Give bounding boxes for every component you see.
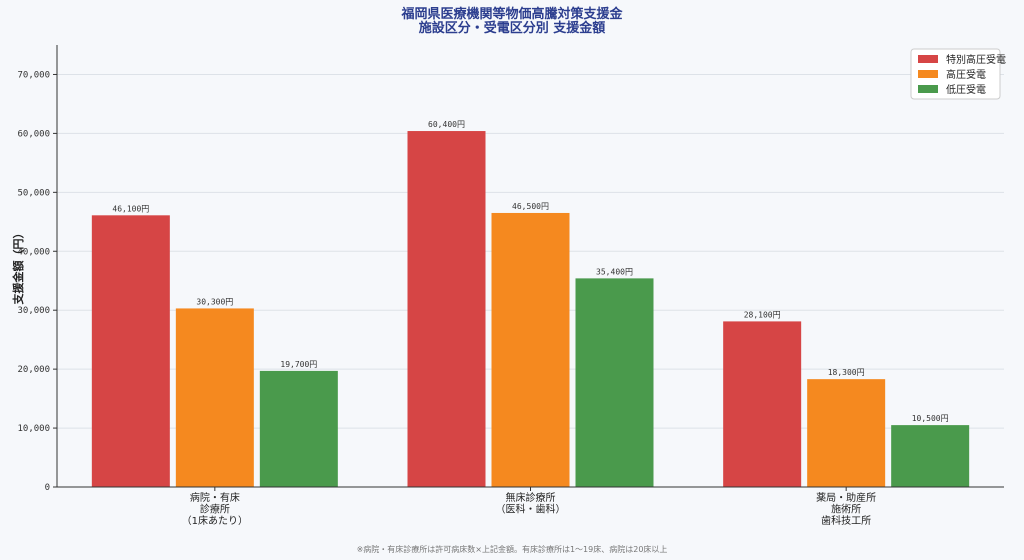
bar-value-label: 19,700円: [280, 360, 317, 369]
bar: [491, 212, 570, 487]
x-tick-label: 歯科技工所: [821, 514, 871, 527]
bar: [891, 425, 970, 487]
y-tick-label: 10,000: [17, 424, 50, 434]
bar-value-label: 28,100円: [744, 310, 781, 319]
bar-value-label: 60,400円: [428, 120, 465, 129]
bar: [407, 131, 486, 487]
x-tick-label: 診療所: [200, 503, 230, 516]
bar: [91, 215, 170, 488]
x-tick-label: （1床あたり）: [182, 514, 248, 527]
y-tick-label: 20,000: [17, 365, 50, 375]
bar-value-label: 30,300円: [196, 297, 233, 306]
x-tick-label: 薬局・助産所: [816, 491, 876, 504]
legend-swatch: [918, 70, 938, 78]
legend-swatch: [918, 85, 938, 93]
bar-value-label: 35,400円: [596, 267, 633, 276]
bar: [175, 308, 254, 487]
bar-value-label: 18,300円: [828, 368, 865, 377]
legend-swatch: [918, 55, 938, 63]
legend-label: 特別高圧受電: [946, 53, 1006, 66]
footnote: ※病院・有床診療所は許可病床数×上記金額。有床診療所は1〜19床、病院は20床以…: [357, 544, 668, 554]
y-axis: 0 10,000 20,000 30,000 40,000 50,000 60,000 70,…: [17, 45, 58, 493]
chart-title-line: 施設区分・受電区分別 支援金額: [419, 20, 606, 36]
y-tick-label: 50,000: [17, 188, 50, 198]
bar: [575, 278, 654, 487]
x-tick-label: 病院・有床: [190, 491, 240, 504]
x-axis: 病院・有床診療所（1床あたり） 無床診療所（医科・歯科） 薬局・助産所施術所歯科技工…: [57, 486, 1004, 527]
y-tick-label: 60,000: [17, 129, 50, 139]
legend-label: 低圧受電: [946, 83, 986, 96]
bars: 46,100円 30,300円 19,700円 60,400円 46,500円 35,40…: [91, 120, 970, 488]
y-axis-label: 支援金額（円）: [11, 228, 25, 306]
chart-title-line: 福岡県医療機関等物価高騰対策支援金: [400, 6, 623, 22]
x-tick-label: （医科・歯科）: [496, 503, 566, 516]
y-tick-label: 0: [45, 483, 50, 493]
y-tick-label: 40,000: [17, 247, 50, 257]
y-tick-label: 70,000: [17, 70, 50, 80]
y-tick-label: 30,000: [17, 306, 50, 316]
bar-value-label: 46,500円: [512, 202, 549, 211]
legend-label: 高圧受電: [946, 68, 986, 81]
bar-value-label: 46,100円: [112, 204, 149, 213]
bar: [259, 370, 338, 487]
x-tick-label: 無床診療所: [506, 491, 556, 504]
x-tick-label: 施術所: [831, 503, 861, 516]
bar: [723, 321, 802, 487]
bar-value-label: 10,500円: [912, 414, 949, 423]
bar: [807, 379, 886, 487]
